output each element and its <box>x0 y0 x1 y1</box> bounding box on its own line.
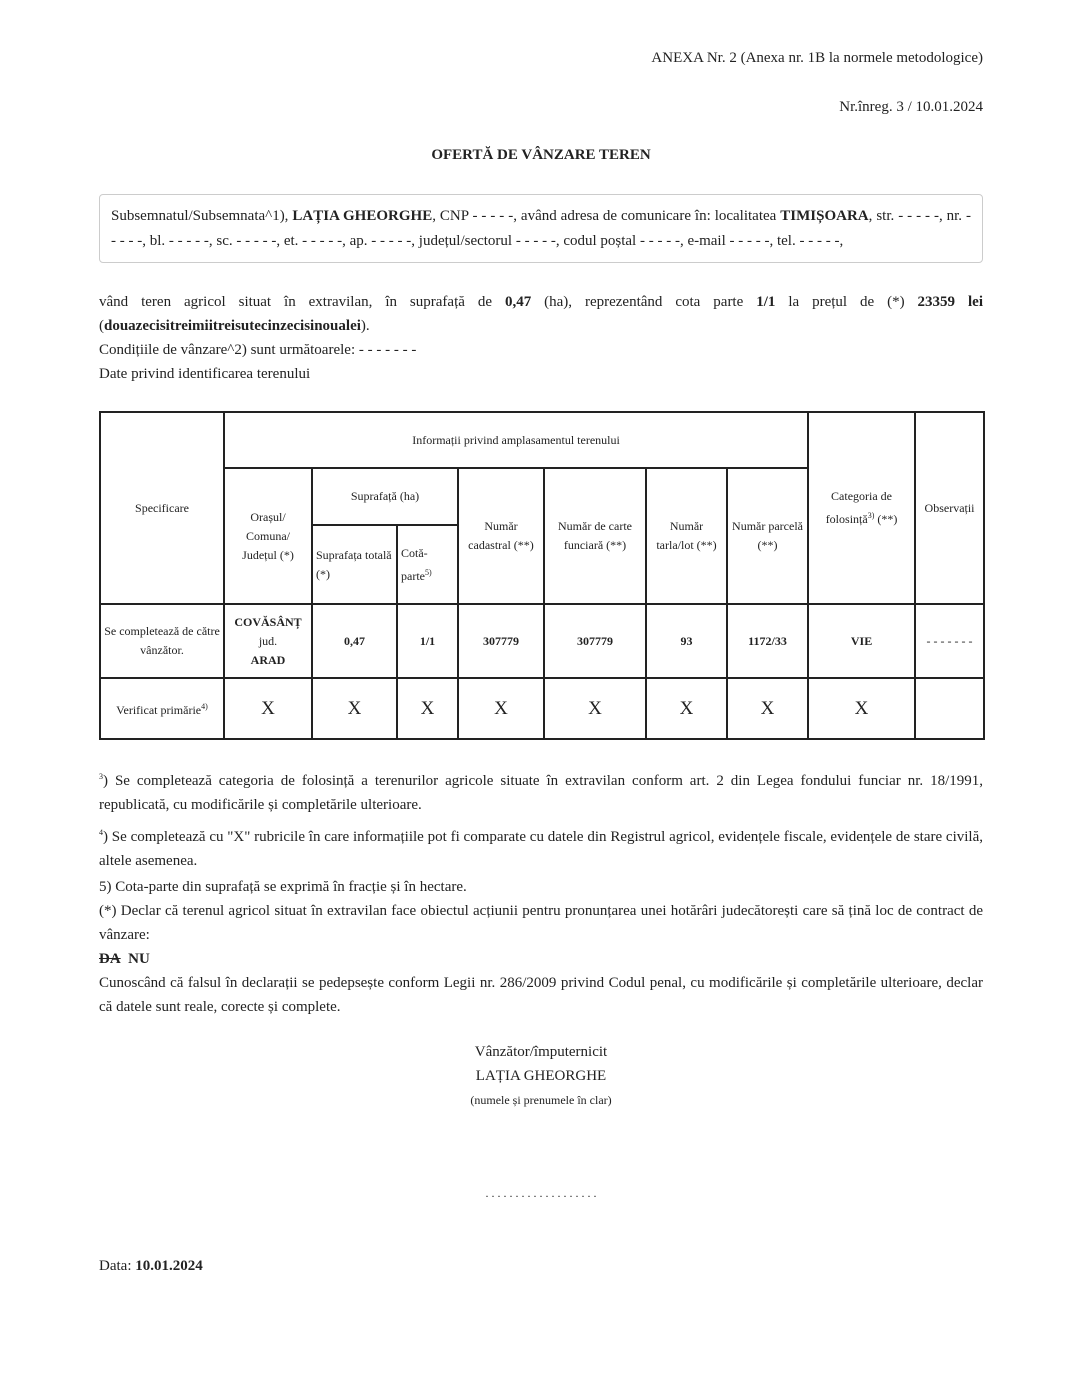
row-seller-label: Se completează de către vânzător. <box>99 603 225 679</box>
header-area: Suprafață (ha) <box>311 467 459 526</box>
offer-text: (ha), reprezentând cota parte <box>531 294 757 310</box>
land-table: Specificare Informații privind amplasame… <box>99 411 986 740</box>
cell-city: COVĂSÂNȚ jud. ARAD <box>223 603 313 679</box>
mark-x: X <box>396 677 459 740</box>
notes: 3) Se completează categoria de folosință… <box>99 765 983 1019</box>
offer-share: 1/1 <box>756 294 776 310</box>
mark-x: X <box>457 677 545 740</box>
mark-x: X <box>807 677 917 740</box>
header-parcel: Număr parcelă (**) <box>725 467 810 605</box>
cell-parcel: 1172/33 <box>748 633 787 648</box>
seller-name: LAȚIA GHEORGHE <box>292 208 433 224</box>
offer-text: ). <box>360 318 370 334</box>
sale-conditions: Condițiile de vânzare^2) sunt următoarel… <box>99 342 417 358</box>
signature-name: LAȚIA GHEORGHE <box>475 1068 607 1084</box>
seller-city: TIMIȘOARA <box>780 208 869 224</box>
header-cadastral: Număr cadastral (**) <box>457 467 545 605</box>
header-spec: Specificare <box>99 411 225 605</box>
penal-statement: Cunoscând că falsul în declarații se ped… <box>99 975 983 1015</box>
signature-block: Vânzător/împuternicit LAȚIA GHEORGHE (nu… <box>0 1040 1082 1112</box>
mark-x: X <box>725 677 810 740</box>
land-data-heading: Date privind identificarea terenului <box>99 366 311 382</box>
mark-x: X <box>543 677 647 740</box>
header-city: Orașul/ Comuna/ Județul (*) <box>223 467 313 605</box>
cell-land-book: 307779 <box>577 633 613 648</box>
yes-no-choice: DA NU <box>99 951 150 967</box>
header-info: Informații privind amplasamentul terenul… <box>222 411 810 469</box>
signature-line: . . . . . . . . . . . . . . . . . . . <box>485 1186 597 1200</box>
note-4: 4) Se completează cu "X" rubricile în ca… <box>99 828 983 869</box>
mark-x: X <box>311 677 398 740</box>
cell-share: 1/1 <box>419 633 436 648</box>
header-land-book: Număr de carte funciară (**) <box>543 467 647 605</box>
offer-text: vând teren agricol situat în extravilan,… <box>99 294 505 310</box>
signature-role: Vânzător/împuternicit <box>474 1044 608 1060</box>
annex-label: ANEXA Nr. 2 (Anexa nr. 1B la normele met… <box>651 50 983 66</box>
cell-cadastral: 307779 <box>483 633 519 648</box>
header-share: Cotă-parte5) <box>396 524 459 605</box>
note-3: 3) Se completează categoria de folosință… <box>99 772 983 813</box>
header-tarla: Număr tarla/lot (**) <box>645 467 728 605</box>
offer-price-words: douazecisitreimiitreisutecinzecisinouale… <box>104 318 361 334</box>
mark-x: X <box>223 677 313 740</box>
offer-text: la prețul de (*) <box>775 294 918 310</box>
offer-paragraph: vând teren agricol situat în extravilan,… <box>99 290 983 386</box>
declaration: (*) Declar că terenul agricol situat în … <box>99 903 983 943</box>
header-observations: Observații <box>914 411 986 605</box>
cell-empty <box>914 677 986 740</box>
offer-area: 0,47 <box>504 294 532 310</box>
signature-hint: (numele și prenumele în clar) <box>470 1093 612 1107</box>
registration-number: Nr.înreg. 3 / 10.01.2024 <box>839 99 983 115</box>
page-title: OFERTĂ DE VÂNZARE TEREN <box>431 147 651 163</box>
cell-category: VIE <box>850 633 873 648</box>
header-category: Categoria de folosință3) (**) <box>807 411 917 605</box>
identity-text: Subsemnatul/Subsemnata^1), <box>111 208 293 224</box>
row-verified-label: Verificat primărie4) <box>99 677 225 740</box>
offer-price: 23359 lei <box>917 294 983 310</box>
date: Data: 10.01.2024 <box>99 1258 203 1274</box>
cell-total-area: 0,47 <box>344 633 365 648</box>
cell-tarla: 93 <box>680 633 693 648</box>
identity-text: , str. - - - - -, nr. - - - - -, bl. - -… <box>111 208 972 249</box>
identity-text: , CNP - - - - -, având adresa de comunic… <box>432 208 781 224</box>
identity-box: Subsemnatul/Subsemnata^1), LAȚIA GHEORGH… <box>99 194 983 263</box>
mark-x: X <box>645 677 728 740</box>
offer-text: ( <box>99 318 104 334</box>
cell-observations: - - - - - - - <box>914 603 986 679</box>
note-5: 5) Cota-parte din suprafață se exprimă î… <box>99 879 467 895</box>
header-total-area: Suprafața totală (*) <box>311 524 398 605</box>
